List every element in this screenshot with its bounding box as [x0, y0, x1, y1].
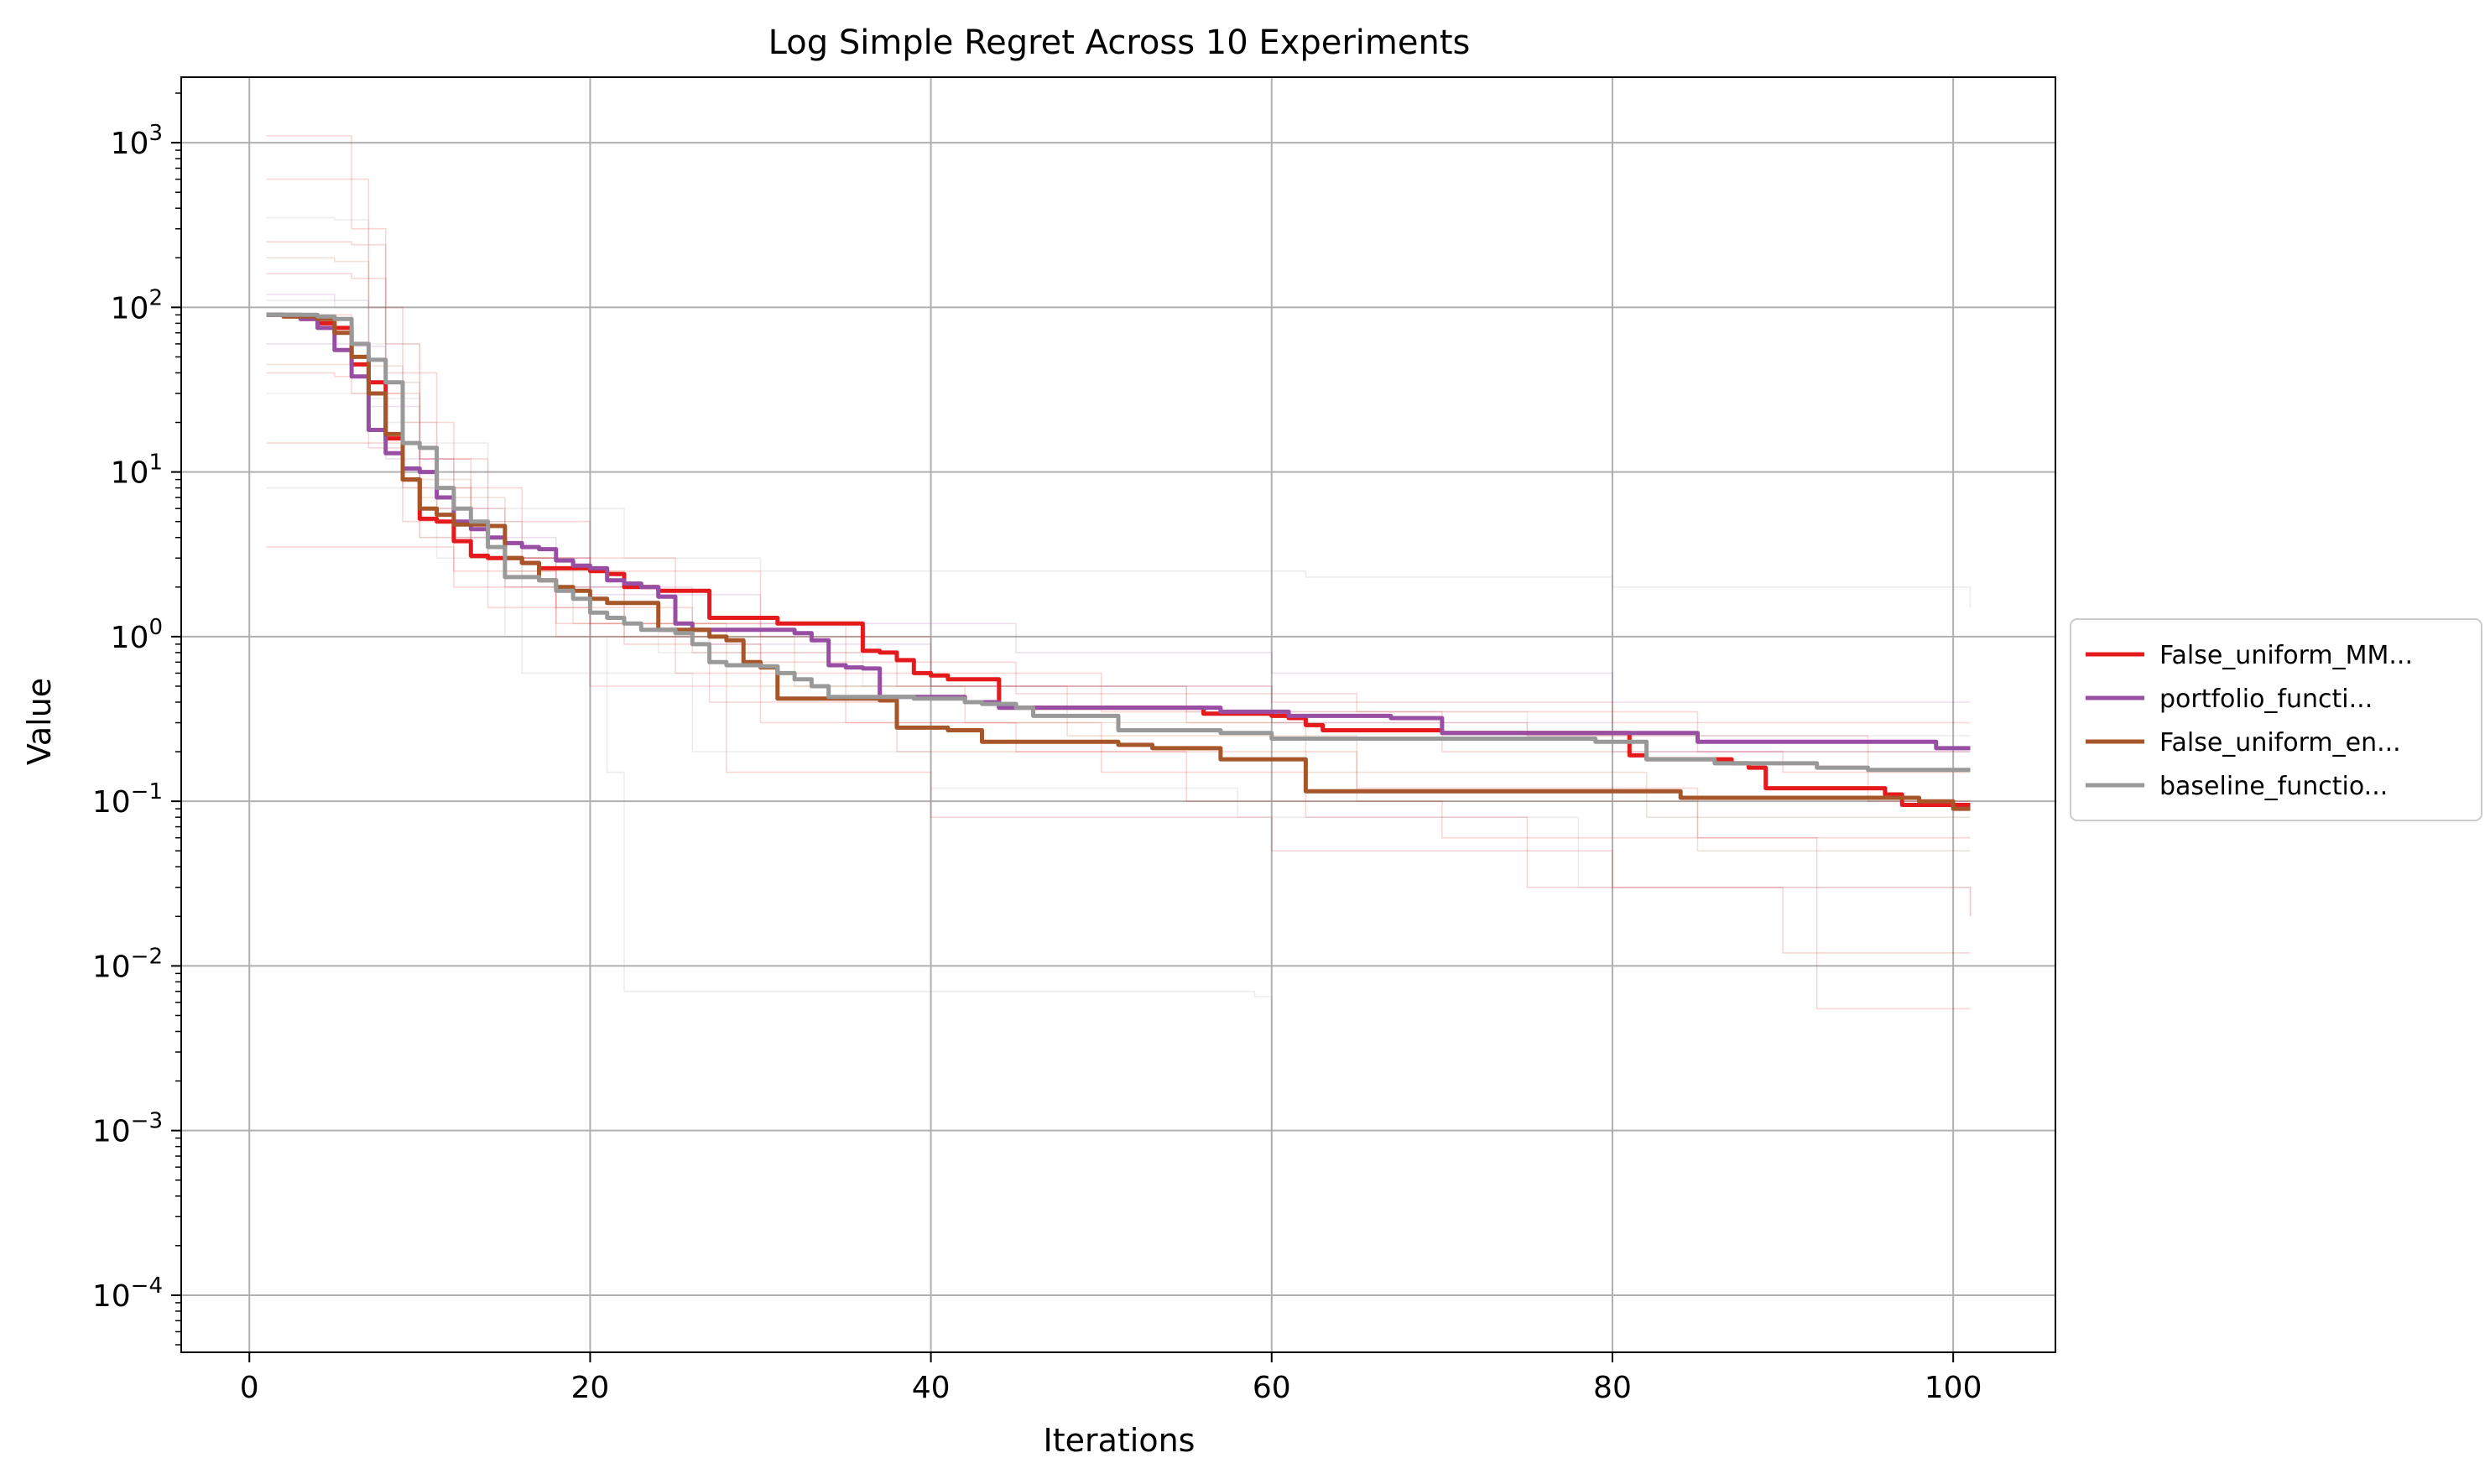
legend-label: False_uniform_en... — [2159, 728, 2401, 758]
x-axis-ticks: 0 20 40 60 80 100 — [240, 1352, 1982, 1405]
legend-item: False_uniform_MM... — [2086, 641, 2413, 670]
background-run-line — [266, 241, 1971, 802]
x-tick-label: 40 — [912, 1371, 951, 1405]
plot-frame — [180, 76, 2056, 1353]
y-tick-label: 101 — [111, 450, 163, 491]
x-tick-label: 100 — [1925, 1371, 1982, 1405]
y-tick-label: 10−1 — [92, 779, 163, 820]
x-tick-label: 20 — [571, 1371, 610, 1405]
y-tick-label: 102 — [111, 285, 163, 325]
legend: False_uniform_MM... portfolio_functi... Fa… — [2070, 618, 2482, 821]
y-tick-label: 10−4 — [92, 1273, 163, 1314]
grid — [181, 77, 2055, 1352]
series-lines — [266, 312, 1971, 811]
legend-label: portfolio_functi... — [2159, 685, 2373, 714]
legend-items: False_uniform_MM... portfolio_functi... Fa… — [2086, 641, 2413, 801]
y-axis-label: Value — [21, 678, 58, 765]
y-axis-ticks: 10−4 10−3 10−2 10−1 100 101 102 103 — [92, 92, 181, 1346]
background-run-line — [266, 294, 1971, 703]
legend-item: False_uniform_en... — [2086, 728, 2401, 758]
background-run-line — [266, 314, 1971, 752]
series-line — [266, 312, 1971, 773]
x-axis-label: Iterations — [1044, 1422, 1196, 1459]
x-tick-label: 80 — [1593, 1371, 1632, 1405]
x-tick-label: 0 — [240, 1371, 259, 1405]
legend-label: baseline_functio... — [2159, 772, 2388, 801]
x-tick-label: 60 — [1253, 1371, 1291, 1405]
legend-item: portfolio_functi... — [2086, 685, 2373, 714]
legend-box — [2070, 618, 2482, 821]
chart-title: Log Simple Regret Across 10 Experiments — [768, 23, 1471, 62]
background-run-line — [266, 216, 1972, 608]
plot-area — [180, 76, 2056, 1353]
y-tick-label: 100 — [111, 615, 163, 655]
y-tick-label: 10−2 — [92, 944, 163, 984]
background-run-line — [266, 546, 1971, 954]
y-tick-label: 103 — [111, 121, 163, 161]
legend-item: baseline_functio... — [2086, 772, 2388, 801]
y-tick-label: 10−3 — [92, 1109, 163, 1149]
legend-label: False_uniform_MM... — [2159, 641, 2413, 670]
background-run-line — [266, 273, 1971, 839]
background-run-line — [266, 363, 1971, 818]
background-run-line — [266, 135, 1971, 724]
